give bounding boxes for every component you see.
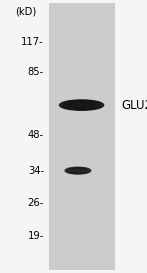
Text: 117-: 117- (21, 37, 44, 47)
Text: 26-: 26- (28, 198, 44, 208)
Ellipse shape (60, 100, 104, 110)
Ellipse shape (67, 102, 96, 108)
Text: GLU2B: GLU2B (121, 99, 147, 112)
Bar (49, 3, 115, 270)
Ellipse shape (65, 167, 91, 174)
Text: 48-: 48- (28, 130, 44, 140)
Text: 85-: 85- (28, 67, 44, 77)
Ellipse shape (63, 101, 100, 109)
Text: 19-: 19- (28, 231, 44, 241)
Text: (kD): (kD) (15, 7, 36, 17)
Text: 34-: 34- (28, 166, 44, 176)
Ellipse shape (67, 168, 89, 174)
Ellipse shape (70, 168, 86, 173)
